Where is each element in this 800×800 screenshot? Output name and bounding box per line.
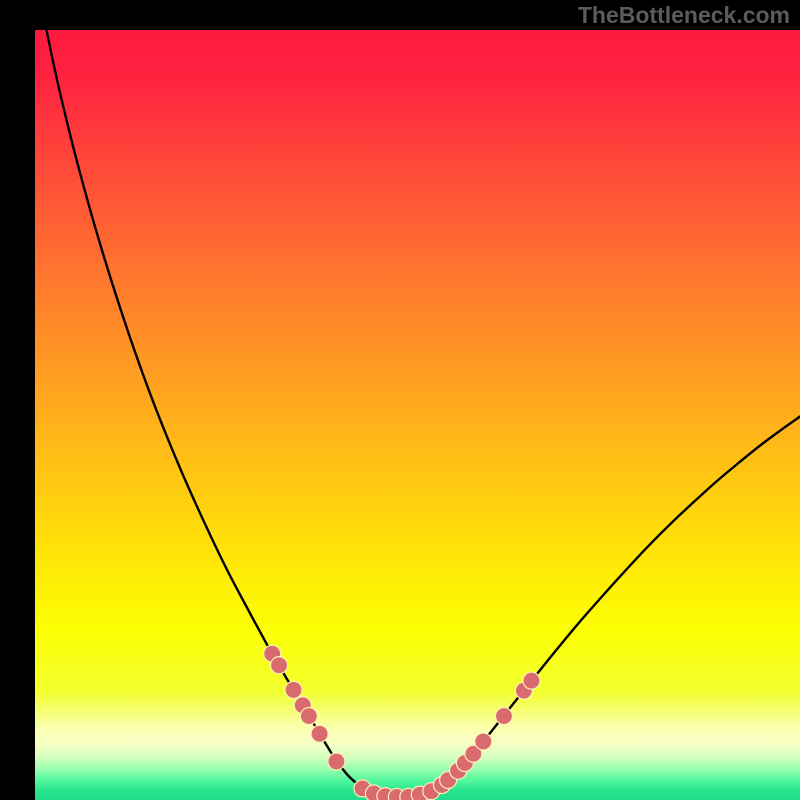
marker-dot [300,708,317,725]
marker-dot [285,681,302,698]
marker-dot [475,733,492,750]
marker-dot [311,725,328,742]
gradient-background [35,30,800,800]
marker-dot [523,672,540,689]
marker-dot [495,708,512,725]
watermark-text: TheBottleneck.com [578,2,790,29]
bottleneck-chart [0,0,800,800]
marker-dot [328,753,345,770]
marker-dot [271,657,288,674]
chart-stage: TheBottleneck.com [0,0,800,800]
